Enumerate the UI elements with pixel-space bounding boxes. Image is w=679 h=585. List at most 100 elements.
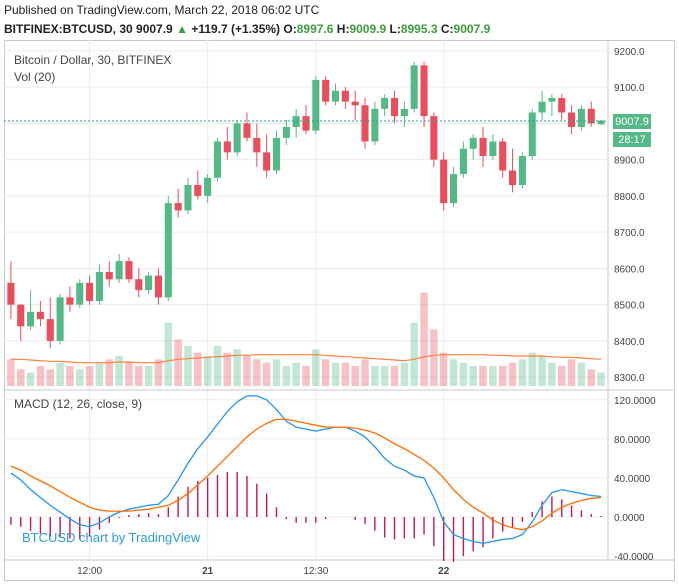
volume-bar	[439, 352, 448, 386]
volume-bar	[36, 366, 45, 386]
price-tick-label: 9200.0	[614, 47, 645, 58]
time-tick-label: 12:30	[303, 566, 328, 577]
volume-bar	[587, 369, 595, 386]
candle-body	[528, 112, 536, 156]
volume-bar	[144, 366, 153, 386]
candlesticks	[7, 61, 605, 349]
watermark: BTCUSD chart by TradingView	[22, 530, 201, 545]
candle-body	[371, 108, 379, 142]
candle-body	[184, 185, 192, 211]
candle-body	[489, 141, 497, 156]
volume-bar	[449, 359, 458, 386]
candle-body	[420, 65, 428, 117]
candle-body	[341, 90, 349, 102]
macd-tick-label: 40.0000	[614, 474, 651, 485]
volume-bar	[253, 359, 261, 386]
volume-bars	[7, 292, 605, 386]
macd-tick-label: 80.0000	[614, 435, 651, 446]
volume-bar	[361, 359, 369, 386]
candle-body	[597, 120, 605, 125]
volume-bar	[46, 369, 54, 386]
candle-body	[538, 101, 546, 113]
candle-body	[86, 282, 94, 301]
volume-bar	[469, 366, 477, 386]
candle-body	[105, 272, 113, 280]
volume-bar	[262, 362, 271, 386]
volume-bar	[184, 346, 192, 386]
price-axis-labels: 9200.09100.09000.08900.08800.08700.08600…	[614, 47, 656, 563]
volume-bar	[56, 362, 64, 386]
price-tick-label: 8600.0	[614, 264, 645, 275]
candle-body	[568, 112, 576, 127]
volume-bar	[85, 366, 94, 386]
volume-bar	[567, 359, 576, 386]
volume-bar	[135, 366, 143, 386]
volume-bar	[194, 352, 202, 386]
candle-body	[587, 108, 595, 124]
candle-body	[518, 156, 526, 185]
volume-bar	[528, 352, 536, 386]
candle-body	[7, 282, 15, 305]
volume-bar	[164, 322, 173, 386]
candle-body	[558, 98, 566, 113]
volume-bar	[410, 322, 418, 386]
close-label: C:	[440, 22, 454, 36]
candle-body	[272, 137, 281, 171]
last-price: 9007.9	[136, 22, 173, 36]
volume-bar	[390, 366, 399, 386]
candle-body	[194, 185, 202, 196]
volume-bar	[154, 359, 163, 386]
candle-body	[302, 116, 310, 131]
macd-pane-title: MACD (12, 26, close, 9)	[14, 397, 142, 411]
volume-bar	[66, 366, 74, 386]
candle-body	[164, 203, 172, 298]
volume-bar	[508, 362, 517, 386]
price-tick-label: 8800.0	[614, 192, 645, 203]
price-change: +119.7 (+1.35%)	[191, 22, 281, 36]
signal-line	[10, 418, 602, 531]
price-tick-label: 8300.0	[614, 373, 645, 384]
macd-line	[10, 395, 602, 545]
low-label: L:	[389, 22, 401, 36]
volume-bar	[302, 366, 310, 386]
candle-body	[125, 261, 133, 280]
candle-body	[204, 177, 212, 196]
high-label: H:	[336, 22, 350, 36]
volume-bar	[203, 356, 212, 386]
candle-body	[410, 65, 418, 109]
candle-body	[233, 123, 241, 153]
candle-body	[135, 279, 143, 291]
candle-body	[115, 261, 123, 280]
candle-body	[17, 304, 25, 327]
volume-bar	[76, 369, 84, 386]
volume-bar	[498, 366, 507, 386]
candle-body	[223, 141, 231, 153]
volume-bar	[125, 362, 133, 386]
candle-body	[66, 297, 74, 305]
candle-body	[322, 79, 330, 102]
countdown-badge-text: 28:17	[618, 134, 646, 146]
macd-tick-label: -40.0000	[614, 552, 654, 563]
candle-body	[253, 137, 261, 153]
macd-tick-label: 120.0000	[614, 396, 656, 407]
open-value: 8997.6	[296, 22, 334, 36]
candle-body	[469, 137, 477, 149]
candle-body	[213, 141, 222, 178]
candle-body	[361, 105, 369, 142]
volume-bar	[223, 352, 232, 386]
volume-bar	[341, 362, 350, 386]
volume-bar	[420, 292, 428, 386]
open-label: O:	[283, 22, 297, 36]
last-price-badge-text: 9007.9	[615, 116, 649, 128]
volume-bar	[321, 359, 330, 386]
volume-bar	[430, 329, 438, 386]
volume-bar	[371, 366, 379, 386]
volume-bar	[213, 346, 222, 386]
candle-body	[459, 148, 467, 175]
price-tick-label: 9100.0	[614, 83, 645, 94]
volume-bar	[489, 366, 497, 386]
price-tick-label: 8700.0	[614, 228, 645, 239]
candle-body	[430, 116, 438, 160]
macd-tick-label: 0.0000	[614, 513, 645, 524]
